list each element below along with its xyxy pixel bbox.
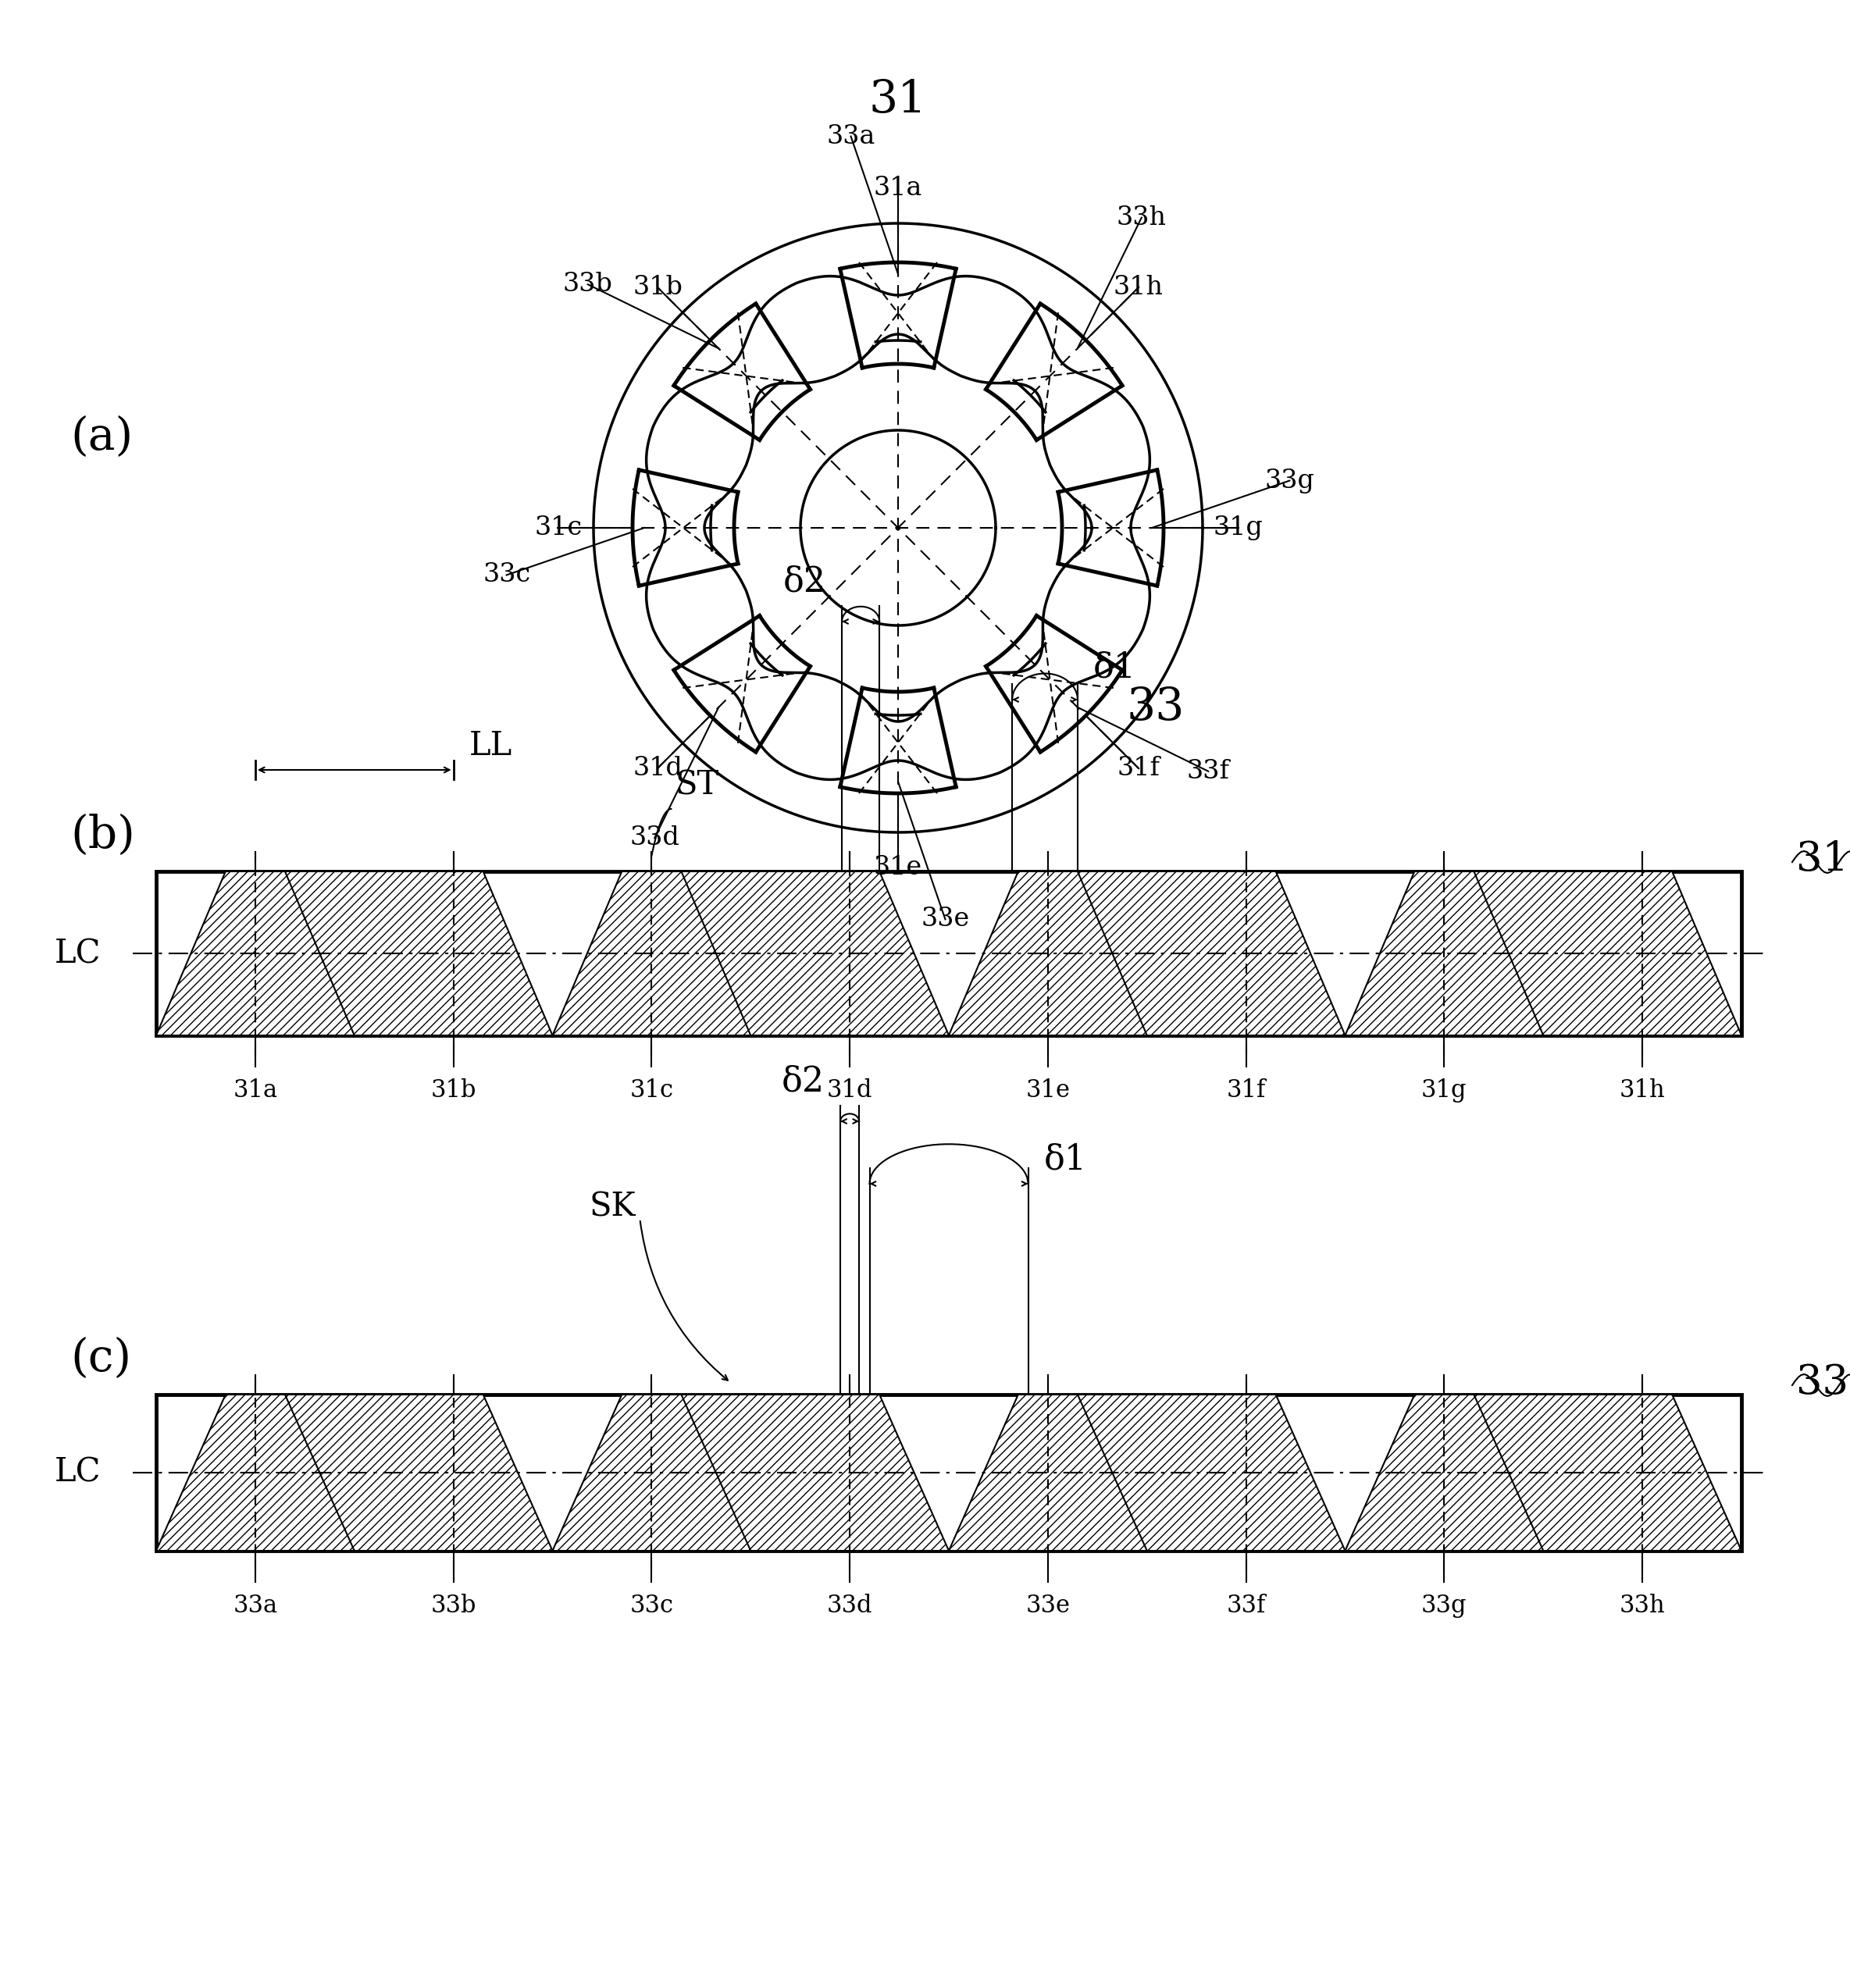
Text: 33b: 33b <box>431 1594 475 1618</box>
Polygon shape <box>553 871 820 1036</box>
Text: 31e: 31e <box>1025 1077 1069 1103</box>
Text: 31b: 31b <box>633 274 683 300</box>
Text: 33g: 33g <box>1421 1594 1467 1618</box>
Text: 31e: 31e <box>873 855 923 881</box>
Text: 33a: 33a <box>827 123 875 149</box>
Text: 33d: 33d <box>827 1594 873 1618</box>
Text: 33e: 33e <box>921 907 969 932</box>
Text: 33f: 33f <box>1227 1594 1265 1618</box>
Polygon shape <box>285 1394 553 1551</box>
Text: 33e: 33e <box>1025 1594 1069 1618</box>
Polygon shape <box>1077 1394 1345 1551</box>
Polygon shape <box>1474 871 1741 1036</box>
Text: 33h: 33h <box>1619 1594 1665 1618</box>
Text: 33h: 33h <box>1117 205 1167 231</box>
Text: (a): (a) <box>70 415 133 459</box>
Text: 31f: 31f <box>1117 755 1160 781</box>
Polygon shape <box>1077 871 1345 1036</box>
Polygon shape <box>949 871 1215 1036</box>
Text: 33: 33 <box>1796 1364 1848 1404</box>
Polygon shape <box>681 1394 949 1551</box>
Text: 31h: 31h <box>1114 274 1164 300</box>
Text: (b): (b) <box>70 813 135 857</box>
Polygon shape <box>553 1394 820 1551</box>
Polygon shape <box>1474 1394 1741 1551</box>
Text: LL: LL <box>470 730 512 761</box>
Text: LC: LC <box>55 1457 102 1489</box>
Polygon shape <box>681 871 949 1036</box>
Text: 31c: 31c <box>535 515 583 541</box>
Polygon shape <box>949 1394 1215 1551</box>
Text: (c): (c) <box>70 1336 131 1380</box>
Text: 33g: 33g <box>1265 467 1315 493</box>
Text: 31g: 31g <box>1421 1077 1467 1103</box>
Polygon shape <box>155 871 424 1036</box>
Polygon shape <box>1345 1394 1613 1551</box>
Text: 33b: 33b <box>562 272 612 296</box>
Text: ST: ST <box>675 767 720 801</box>
Text: SK: SK <box>590 1191 636 1223</box>
Text: δ1: δ1 <box>1093 650 1136 684</box>
Text: 33d: 33d <box>629 825 679 851</box>
Text: 31c: 31c <box>629 1077 673 1103</box>
Text: 31: 31 <box>869 78 927 121</box>
Text: 31: 31 <box>1796 839 1848 879</box>
Text: 31f: 31f <box>1227 1077 1265 1103</box>
Polygon shape <box>1345 871 1613 1036</box>
Text: 31d: 31d <box>633 755 683 781</box>
Text: 33f: 33f <box>1188 759 1230 783</box>
Polygon shape <box>155 1394 424 1551</box>
Text: 31d: 31d <box>827 1077 873 1103</box>
Text: 31b: 31b <box>431 1077 475 1103</box>
Text: 33c: 33c <box>629 1594 673 1618</box>
Text: 31a: 31a <box>873 175 923 201</box>
Text: 33: 33 <box>1127 686 1184 730</box>
Text: δ2: δ2 <box>783 1064 825 1097</box>
Text: LC: LC <box>55 936 102 970</box>
Text: 33a: 33a <box>233 1594 278 1618</box>
Text: 31a: 31a <box>233 1077 278 1103</box>
Text: 33c: 33c <box>483 563 531 588</box>
Text: δ2: δ2 <box>783 565 827 598</box>
Text: δ1: δ1 <box>1043 1143 1086 1177</box>
Polygon shape <box>285 871 553 1036</box>
Text: 31h: 31h <box>1619 1077 1665 1103</box>
Text: 31g: 31g <box>1214 515 1264 541</box>
